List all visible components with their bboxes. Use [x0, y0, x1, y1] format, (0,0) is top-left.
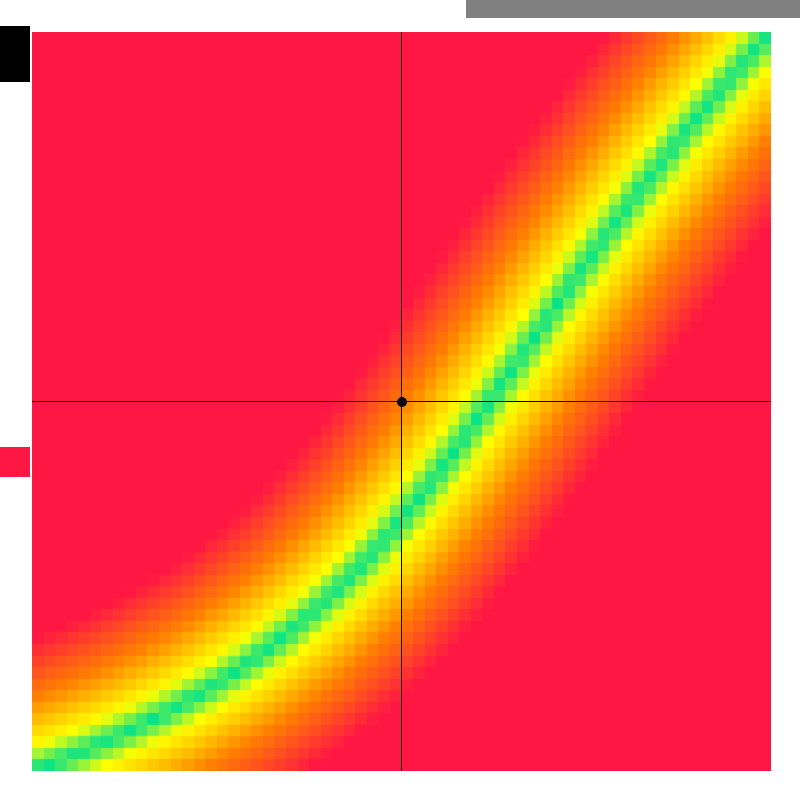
left-accent-block	[0, 447, 30, 477]
origin-marker	[397, 397, 407, 407]
left-black-block	[0, 26, 30, 82]
top-gray-strip	[466, 0, 800, 18]
chart-stage	[0, 0, 800, 800]
